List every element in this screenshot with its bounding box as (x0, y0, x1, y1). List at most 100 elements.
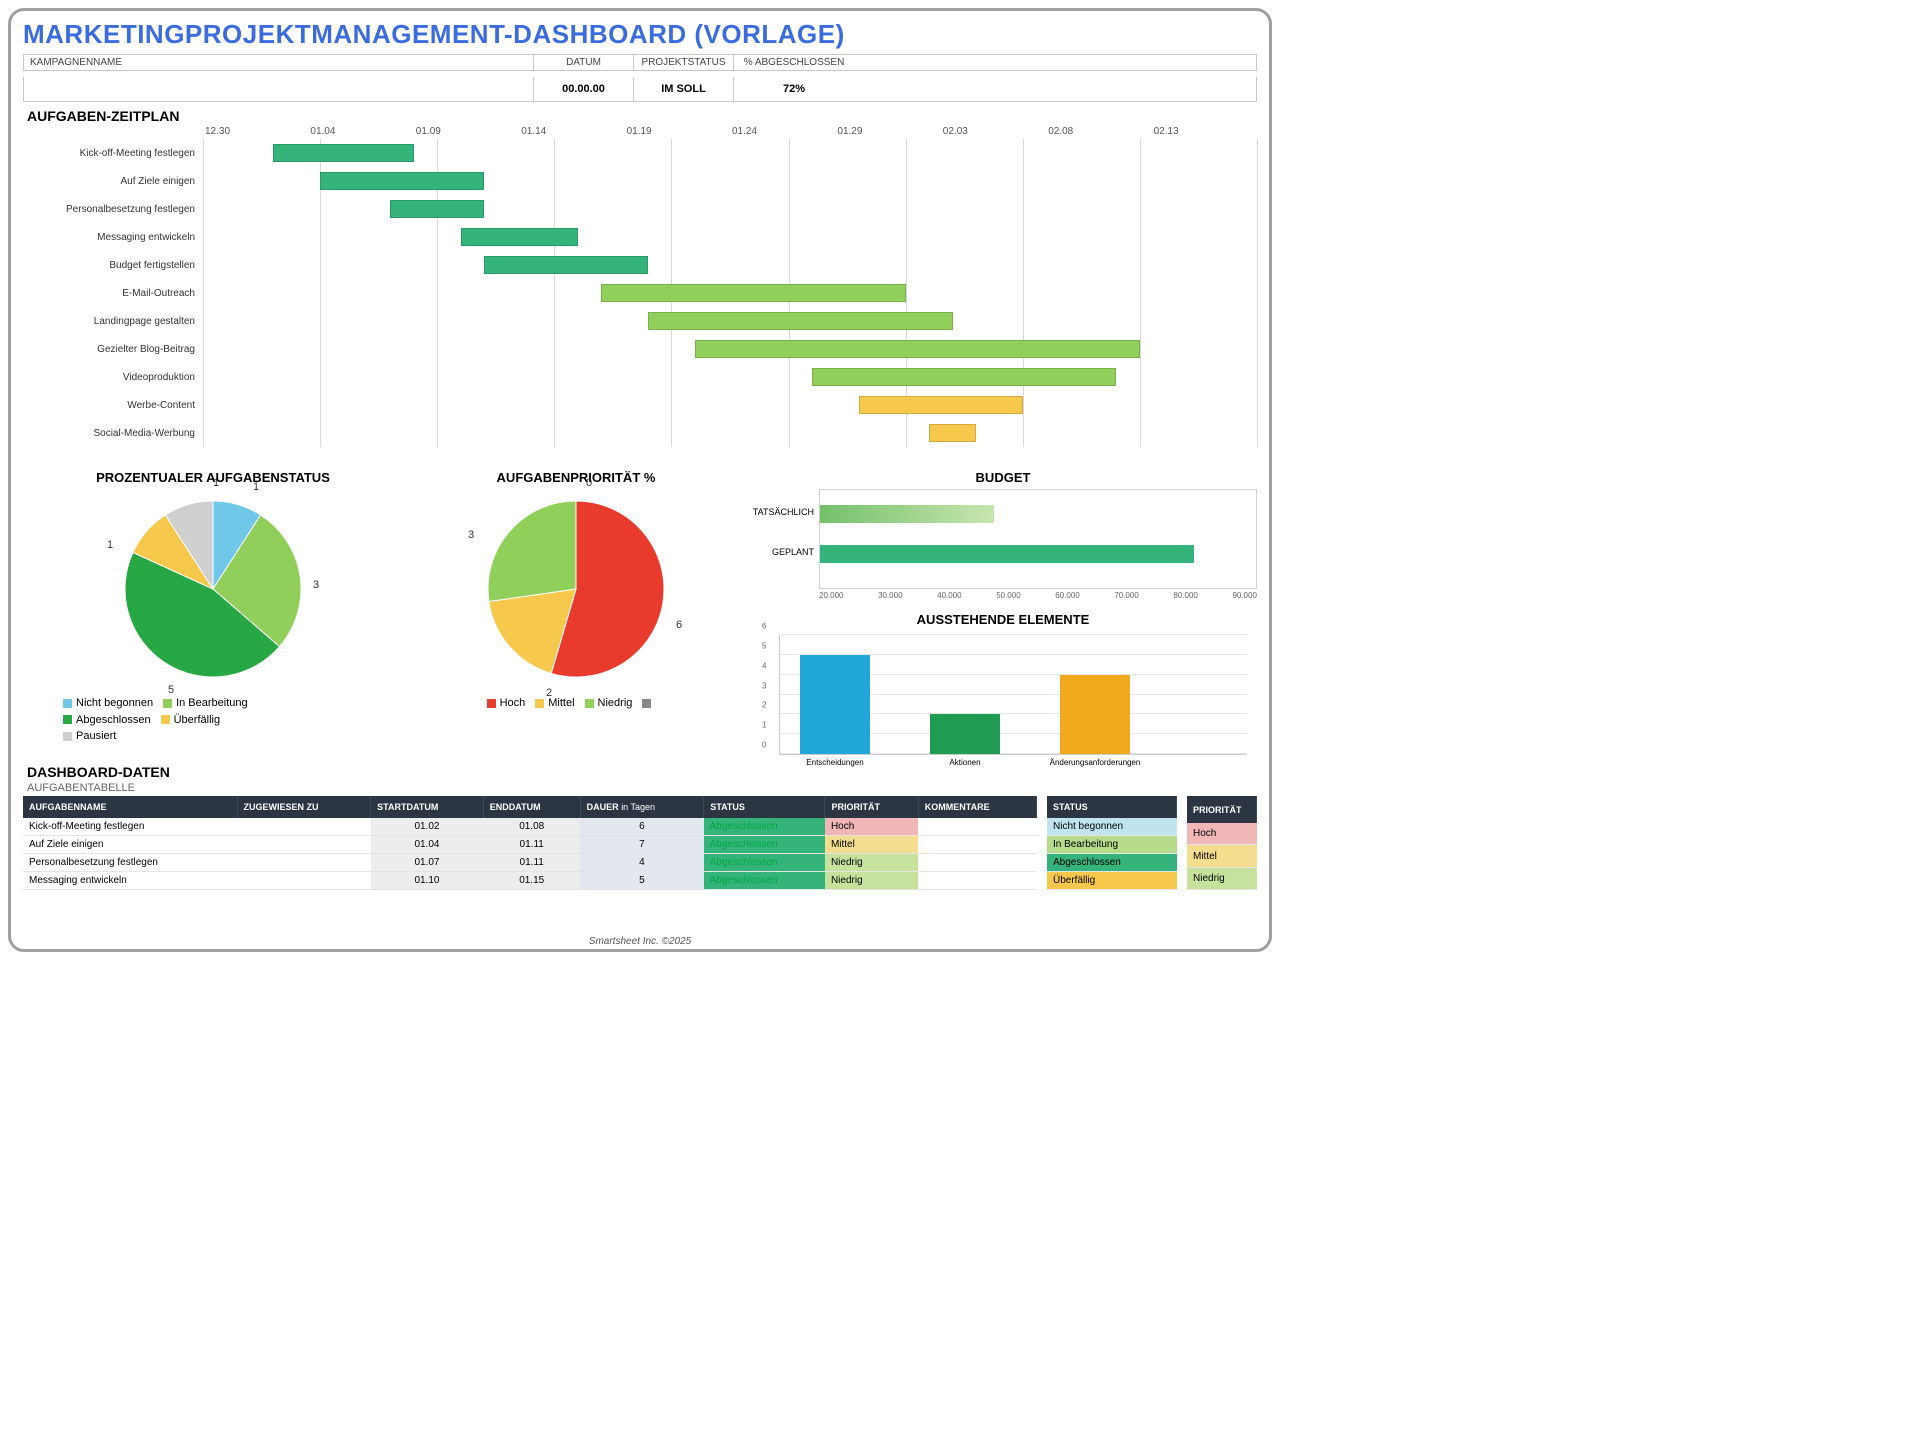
axis-tick: 70.000 (1114, 591, 1138, 600)
priority-pie-title: AUFGABENPRIORITÄT % (411, 470, 741, 485)
legend-item: Mittel (535, 695, 574, 712)
gantt-bar (859, 396, 1023, 414)
gantt-chart: 12.3001.0401.0901.1401.1901.2401.2902.03… (23, 126, 1257, 466)
data-section: DASHBOARD-DATEN AUFGABENTABELLE AUFGABEN… (23, 764, 1257, 890)
gantt-task-label: Auf Ziele einigen (23, 176, 203, 187)
budget-title: BUDGET (749, 470, 1257, 485)
gantt-bar (695, 340, 1140, 358)
gantt-task-label: Gezielter Blog-Beitrag (23, 344, 203, 355)
gantt-task-label: E-Mail-Outreach (23, 288, 203, 299)
gantt-title: AUFGABEN-ZEITPLAN (27, 108, 1257, 124)
pie-value-label: 1 (213, 477, 219, 489)
dashboard-frame: MARKETINGPROJEKTMANAGEMENT-DASHBOARD (VO… (8, 8, 1272, 952)
priority-pie-panel: AUFGABENPRIORITÄT % 0623 HochMittelNiedr… (411, 470, 741, 760)
footer-text: Smartsheet Inc. ©2025 (11, 936, 1269, 947)
date-label: DATUM (534, 55, 634, 70)
axis-tick: 40.000 (937, 591, 961, 600)
status-value: IM SOLL (634, 77, 734, 101)
pending-category: Aktionen (910, 758, 1020, 767)
charts-row: PROZENTUALER AUFGABENSTATUS 11351 Nicht … (23, 470, 1257, 760)
budget-bar: GEPLANT (820, 545, 1194, 563)
status-pie-panel: PROZENTUALER AUFGABENSTATUS 11351 Nicht … (23, 470, 403, 760)
gantt-date: 02.08 (1046, 126, 1151, 137)
axis-tick: 60.000 (1055, 591, 1079, 600)
page-title: MARKETINGPROJEKTMANAGEMENT-DASHBOARD (VO… (23, 19, 1257, 50)
pie-value-label: 6 (676, 619, 682, 631)
data-subtitle: AUFGABENTABELLE (27, 782, 1257, 794)
pie-value-label: 1 (107, 539, 113, 551)
gantt-bar (812, 368, 1116, 386)
gantt-date: 01.19 (625, 126, 730, 137)
gantt-task-label: Werbe-Content (23, 400, 203, 411)
th: STATUS (1047, 796, 1177, 818)
gantt-date: 01.14 (519, 126, 624, 137)
legend-item: Niedrig (585, 695, 633, 712)
date-value: 00.00.00 (534, 77, 634, 101)
gantt-task-label: Budget fertigstellen (23, 260, 203, 271)
pct-label: % ABGESCHLOSSEN (734, 55, 854, 70)
th: PRIORITÄT (825, 796, 918, 818)
th: STARTDATUM (371, 796, 484, 818)
table-row: Überfällig (1047, 872, 1177, 890)
pct-value: 72% (734, 77, 854, 101)
gantt-task-label: Kick-off-Meeting festlegen (23, 148, 203, 159)
pie-value-label: 0 (586, 477, 592, 489)
campaign-value[interactable] (24, 77, 534, 101)
gantt-task-label: Social-Media-Werbung (23, 428, 203, 439)
priority-key-table: PRIORITÄTHochMittelNiedrig (1187, 796, 1257, 890)
gantt-task-label: Messaging entwickeln (23, 232, 203, 243)
table-row: Messaging entwickeln 01.1001.15 5 Abgesc… (23, 872, 1037, 890)
axis-tick: 30.000 (878, 591, 902, 600)
axis-tick: 50.000 (996, 591, 1020, 600)
priority-pie: 0623 (476, 489, 676, 689)
priority-legend: Hoch Mittel Niedrig (411, 695, 741, 712)
gantt-date: 02.03 (941, 126, 1046, 137)
gantt-date: 01.04 (308, 126, 413, 137)
pending-chart: 0123456EntscheidungenAktionenÄnderungsan… (779, 635, 1247, 755)
campaign-label: KAMPAGNENNAME (24, 55, 534, 70)
budget-chart: TATSÄCHLICHGEPLANT (819, 489, 1257, 589)
legend-item: Abgeschlossen (63, 712, 151, 729)
th: ENDDATUM (483, 796, 580, 818)
right-charts-column: BUDGET TATSÄCHLICHGEPLANT 20.000 30.000 40… (749, 470, 1257, 760)
th: ZUGEWIESEN ZU (237, 796, 371, 818)
pie-value-label: 1 (253, 481, 259, 493)
legend-item: Hoch (487, 695, 526, 712)
header-grid: KAMPAGNENNAME DATUM PROJEKTSTATUS % ABGE… (23, 54, 1257, 102)
gantt-task-label: Personalbesetzung festlegen (23, 204, 203, 215)
pie-value-label: 3 (468, 529, 474, 541)
axis-tick: 20.000 (819, 591, 843, 600)
th: PRIORITÄT (1187, 796, 1257, 823)
gantt-bar (484, 256, 648, 274)
gantt-bar (273, 144, 414, 162)
table-row: Mittel (1187, 845, 1257, 867)
table-row: Abgeschlossen (1047, 854, 1177, 872)
table-row: Auf Ziele einigen 01.0401.11 7 Abgeschlo… (23, 836, 1037, 854)
gantt-date: 01.24 (730, 126, 835, 137)
gantt-bar (601, 284, 905, 302)
pie-value-label: 2 (546, 687, 552, 699)
budget-label: GEPLANT (772, 547, 820, 557)
table-row: Nicht begonnen (1047, 818, 1177, 836)
axis-tick: 80.000 (1173, 591, 1197, 600)
status-key-table: STATUSNicht begonnenIn BearbeitungAbgesc… (1047, 796, 1177, 890)
gantt-task-label: Videoproduktion (23, 372, 203, 383)
table-row: Kick-off-Meeting festlegen 01.0201.08 6 … (23, 818, 1037, 836)
pie-value-label: 3 (313, 579, 319, 591)
axis-tick: 90.000 (1232, 591, 1256, 600)
pending-category: Änderungsanforderungen (1040, 758, 1150, 767)
pending-category: Entscheidungen (780, 758, 890, 767)
legend-item: In Bearbeitung (163, 695, 248, 712)
gantt-task-label: Landingpage gestalten (23, 316, 203, 327)
table-row: Niedrig (1187, 867, 1257, 889)
th: STATUS (704, 796, 825, 818)
table-row: Hoch (1187, 823, 1257, 845)
status-legend: Nicht begonnenIn BearbeitungAbgeschlosse… (23, 695, 403, 745)
th: KOMMENTARE (918, 796, 1036, 818)
legend-item: Überfällig (161, 712, 220, 729)
legend-item: Pausiert (63, 728, 116, 745)
gantt-bar (390, 200, 484, 218)
th: AUFGABENNAME (23, 796, 237, 818)
gantt-date: 01.29 (835, 126, 940, 137)
task-table: AUFGABENNAMEZUGEWIESEN ZUSTARTDATUMENDDA… (23, 796, 1037, 890)
